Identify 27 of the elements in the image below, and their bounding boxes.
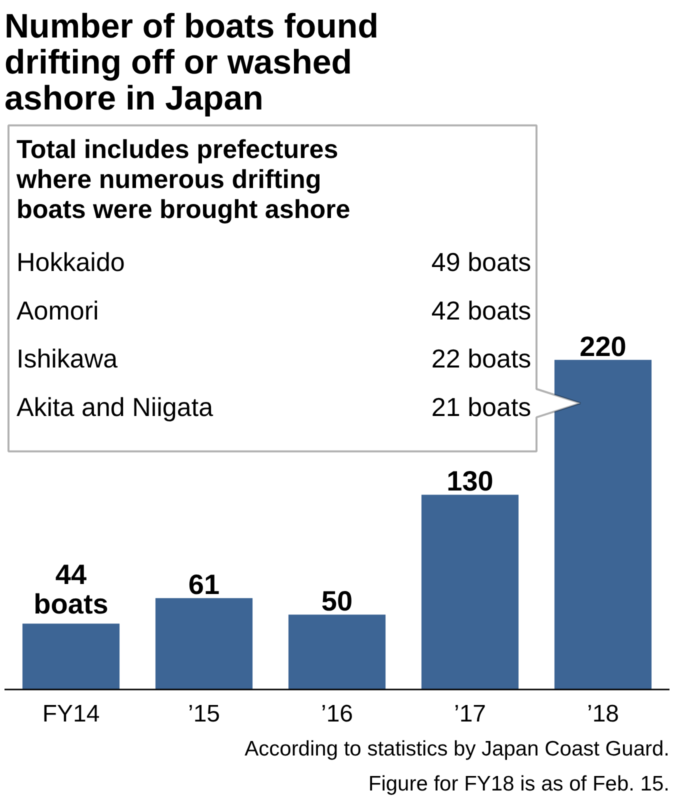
data-label: 220 bbox=[580, 330, 626, 362]
x-tick-label: FY14 bbox=[42, 700, 100, 728]
annotation: 22 boats bbox=[431, 344, 532, 374]
x-tick-label: ’15 bbox=[188, 700, 220, 728]
annotation: Akita and Niigata bbox=[16, 392, 214, 422]
x-tick-label: ’16 bbox=[320, 700, 354, 728]
text: 42 boats bbox=[431, 295, 532, 326]
text: Total includes prefectures where numerous drifting boats were brought ashore bbox=[15, 134, 350, 224]
data-label: 61 bbox=[188, 569, 220, 600]
text: 49 boats bbox=[431, 247, 532, 278]
data-label: 44 boats bbox=[34, 559, 108, 620]
chart-title: Number of boats found drifting off or washed ashore in Japan bbox=[4, 7, 378, 118]
bar bbox=[421, 494, 519, 690]
x-tick-label: ’17 bbox=[454, 700, 486, 728]
data-label: 130 bbox=[446, 466, 494, 497]
bar bbox=[554, 360, 652, 690]
text: Figure for FY18 is as of Feb. 15. bbox=[368, 772, 670, 796]
annotation: 21 boats bbox=[431, 392, 532, 422]
bar bbox=[22, 624, 120, 690]
bar bbox=[288, 614, 386, 690]
text: Aomori bbox=[16, 295, 99, 326]
bar bbox=[155, 598, 253, 690]
text: According to statistics by Japan Coast Guard. bbox=[244, 738, 670, 760]
data-label: 50 bbox=[321, 586, 353, 617]
text: Hokkaido bbox=[16, 247, 125, 278]
x-tick-label: ’18 bbox=[586, 700, 620, 728]
annotation: Ishikawa bbox=[16, 344, 118, 374]
